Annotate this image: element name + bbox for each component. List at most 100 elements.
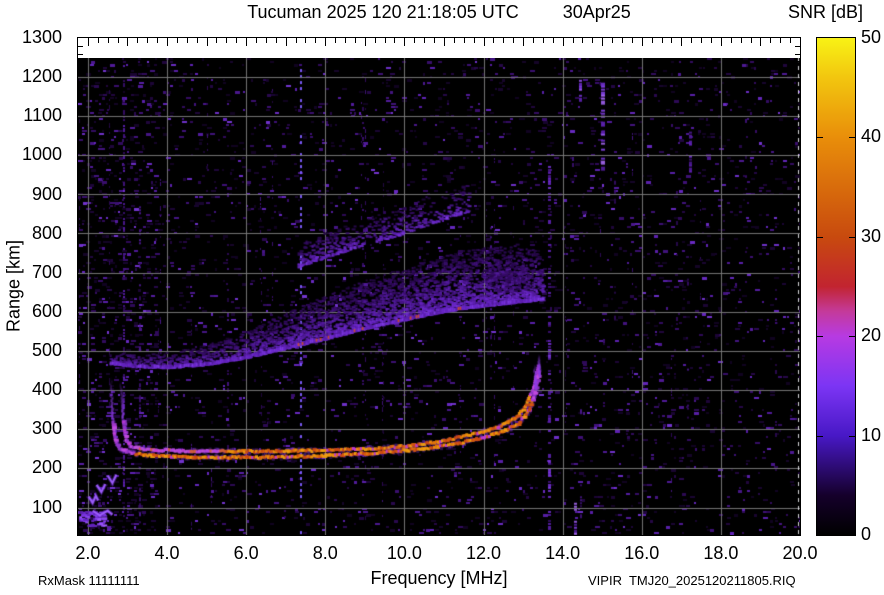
colorbar-tick-mark	[817, 137, 823, 139]
x-minor-tick	[730, 38, 732, 43]
x-minor-tick	[196, 38, 198, 43]
filename-label: VIPIR TMJ20_2025120211805.RIQ	[588, 573, 796, 588]
colorbar-tick-mark	[817, 435, 823, 437]
colorbar-tick-mark	[817, 236, 823, 238]
x-minor-tick	[246, 38, 248, 46]
x-minor-tick	[770, 38, 772, 43]
x-minor-tick	[552, 38, 554, 43]
colorbar-tick-label: 10	[861, 424, 882, 445]
x-minor-tick	[87, 38, 89, 46]
colorbar-tick-label: 0	[861, 524, 872, 544]
x-minor-tick	[750, 38, 752, 43]
x-tick-label: 18.0	[703, 543, 739, 563]
x-minor-tick	[572, 38, 574, 43]
x-tick-label: 4.0	[154, 543, 180, 563]
x-minor-tick	[374, 38, 376, 43]
x-minor-tick	[275, 38, 277, 43]
x-minor-tick	[285, 38, 287, 46]
x-minor-tick	[562, 38, 564, 46]
x-minor-tick	[226, 38, 228, 43]
x-minor-tick	[305, 38, 307, 43]
x-minor-tick	[513, 38, 515, 43]
x-minor-tick	[236, 38, 238, 43]
x-tick-label: 20.0	[782, 543, 818, 563]
x-minor-tick	[532, 38, 534, 43]
x-minor-tick	[473, 38, 475, 43]
x-minor-tick	[176, 38, 178, 43]
colorbar-tick-label: 30	[861, 225, 882, 246]
x-minor-tick	[315, 38, 317, 43]
x-tick-label: 16.0	[624, 543, 660, 563]
ionogram-canvas	[78, 58, 800, 535]
x-minor-tick	[503, 38, 505, 43]
x-minor-tick	[443, 38, 445, 46]
colorbar-tick-mark	[849, 336, 855, 338]
x-minor-tick	[335, 38, 337, 43]
x-minor-tick	[434, 38, 436, 43]
x-minor-tick	[691, 38, 693, 43]
y-tick-label: 1300	[21, 27, 62, 47]
colorbar-tick-label: 40	[861, 126, 882, 147]
title-station-time: Tucuman 2025 120 21:18:05 UTC	[247, 2, 519, 22]
x-minor-tick	[621, 38, 623, 43]
x-minor-tick	[186, 38, 188, 43]
x-minor-tick	[701, 38, 703, 43]
x-minor-tick	[117, 38, 119, 43]
x-tick-label: 2.0	[75, 543, 101, 563]
x-minor-tick	[384, 38, 386, 43]
x-minor-tick	[256, 38, 258, 43]
x-minor-tick	[453, 38, 455, 43]
x-minor-tick	[612, 38, 614, 43]
y-tick-label: 700	[31, 261, 62, 282]
colorbar-tick-mark	[849, 236, 855, 238]
x-minor-tick	[147, 38, 149, 43]
x-minor-tick	[592, 38, 594, 43]
x-minor-tick	[265, 38, 267, 43]
x-minor-tick	[602, 38, 604, 46]
x-minor-tick	[710, 38, 712, 43]
colorbar-tick-mark	[849, 137, 855, 139]
x-minor-tick	[424, 38, 426, 43]
x-minor-tick	[167, 38, 168, 46]
x-minor-tick	[295, 38, 297, 43]
x-minor-tick	[107, 38, 109, 43]
colorbar-tick-mark	[849, 435, 855, 437]
x-tick-label: 6.0	[233, 543, 259, 563]
plot-frame	[77, 37, 801, 536]
x-minor-tick	[641, 38, 643, 46]
x-minor-tick	[523, 38, 525, 46]
x-minor-tick	[325, 38, 327, 46]
x-tick-label: 12.0	[465, 543, 502, 563]
x-minor-tick	[414, 38, 416, 43]
x-minor-tick	[216, 38, 218, 43]
rxmask-label: RxMask 11111111	[38, 573, 140, 588]
colorbar-tick-label: 20	[861, 325, 882, 346]
x-tick-label: 10.0	[386, 543, 422, 563]
colorbar-tick-label: 50	[861, 27, 882, 47]
y-tick-label: 200	[31, 457, 62, 478]
x-minor-tick	[394, 38, 396, 43]
x-minor-tick	[97, 38, 99, 43]
y-minor-tick	[78, 53, 83, 55]
y-tick-label: 100	[31, 496, 62, 517]
x-axis-label: Frequency [MHz]	[370, 568, 508, 588]
x-minor-tick	[206, 38, 208, 46]
colorbar-tick-mark	[817, 336, 823, 338]
x-minor-tick	[463, 38, 465, 43]
x-minor-tick	[631, 38, 633, 43]
y-minor-tick	[795, 45, 800, 47]
y-tick-label: 400	[31, 379, 62, 400]
x-minor-tick	[127, 38, 129, 46]
title-date: 30Apr25	[562, 2, 631, 22]
x-minor-tick	[651, 38, 653, 43]
x-minor-tick	[661, 38, 663, 43]
y-tick-label: 800	[31, 222, 62, 243]
x-minor-tick	[582, 38, 584, 43]
y-tick-label: 1200	[21, 66, 62, 87]
x-minor-tick	[671, 38, 673, 43]
x-minor-tick	[780, 38, 782, 43]
y-tick-label: 1100	[23, 105, 62, 126]
x-minor-tick	[354, 38, 356, 43]
x-minor-tick	[740, 38, 742, 43]
